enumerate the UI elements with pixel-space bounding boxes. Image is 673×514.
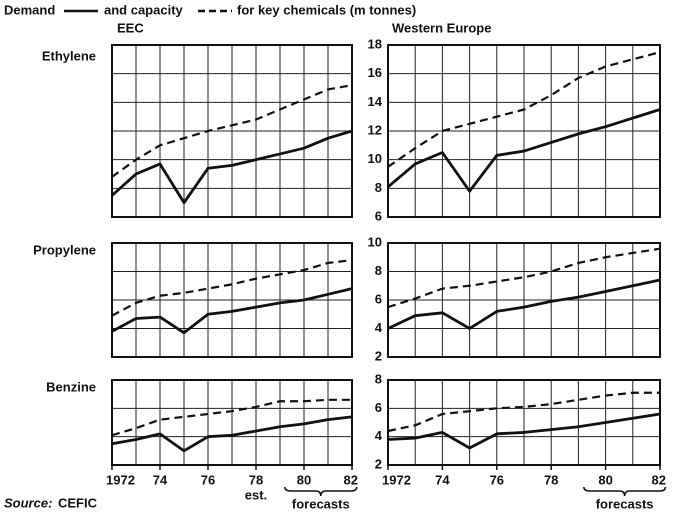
annotation: est. — [245, 487, 267, 502]
row-label: Benzine — [46, 379, 96, 394]
y-tick-label: 12 — [368, 122, 382, 137]
column-label: EEC — [117, 20, 144, 35]
y-tick-label: 18 — [368, 36, 382, 51]
x-tick-label: 76 — [201, 472, 215, 487]
x-tick-label: 74 — [153, 472, 168, 487]
x-tick-label: 80 — [297, 472, 311, 487]
y-tick-label: 10 — [368, 151, 382, 166]
x-tick-label: 78 — [544, 472, 558, 487]
legend-demand: Demand — [4, 2, 55, 17]
x-tick-label: 1972 — [106, 472, 135, 487]
capacity-line — [111, 398, 352, 437]
annotation: forecasts — [292, 496, 350, 511]
x-tick-label: 74 — [435, 472, 450, 487]
demand-line — [387, 278, 661, 330]
legend-capacity: and capacity — [104, 2, 184, 17]
y-tick-label: 16 — [368, 65, 382, 80]
x-tick-label: 76 — [490, 472, 504, 487]
demand-line — [387, 412, 661, 450]
x-tick-label: 78 — [249, 472, 263, 487]
demand-line — [111, 129, 353, 205]
y-tick-label: 14 — [368, 94, 383, 109]
y-tick-label: 8 — [375, 180, 382, 195]
y-tick-label: 6 — [375, 208, 382, 223]
panel-frame — [387, 242, 661, 358]
demand-line — [111, 287, 353, 335]
source: CEFIC — [58, 495, 98, 510]
x-tick-label: 82 — [652, 472, 666, 487]
panel-frame — [387, 44, 661, 218]
capacity-line — [387, 51, 661, 168]
demand-line — [111, 415, 353, 453]
y-tick-label: 10 — [368, 234, 382, 249]
annotation: forecasts — [596, 496, 654, 511]
y-tick-label: 2 — [375, 456, 382, 471]
column-label: Western Europe — [392, 20, 491, 35]
y-tick-label: 8 — [375, 263, 382, 278]
panel-frame — [111, 242, 353, 358]
panel-frame — [387, 379, 661, 466]
panel-frame — [111, 379, 353, 466]
x-tick-label: 82 — [344, 472, 358, 487]
row-label: Ethylene — [42, 48, 96, 63]
y-tick-label: 4 — [375, 320, 383, 335]
y-tick-label: 8 — [375, 371, 382, 386]
x-tick-label: 1972 — [382, 472, 411, 487]
y-tick-label: 6 — [375, 291, 382, 306]
row-label: Propylene — [33, 242, 96, 257]
brace — [583, 486, 667, 497]
x-tick-label: 80 — [598, 472, 612, 487]
capacity-line — [111, 259, 353, 317]
y-tick-label: 2 — [375, 348, 382, 363]
y-tick-label: 4 — [375, 428, 383, 443]
brace — [284, 486, 358, 497]
capacity-line — [111, 84, 353, 178]
source-label: Source: — [4, 495, 52, 510]
demand-line — [387, 108, 661, 193]
y-tick-label: 6 — [375, 400, 382, 415]
legend-suffix: for key chemicals (m tonnes) — [237, 2, 416, 17]
